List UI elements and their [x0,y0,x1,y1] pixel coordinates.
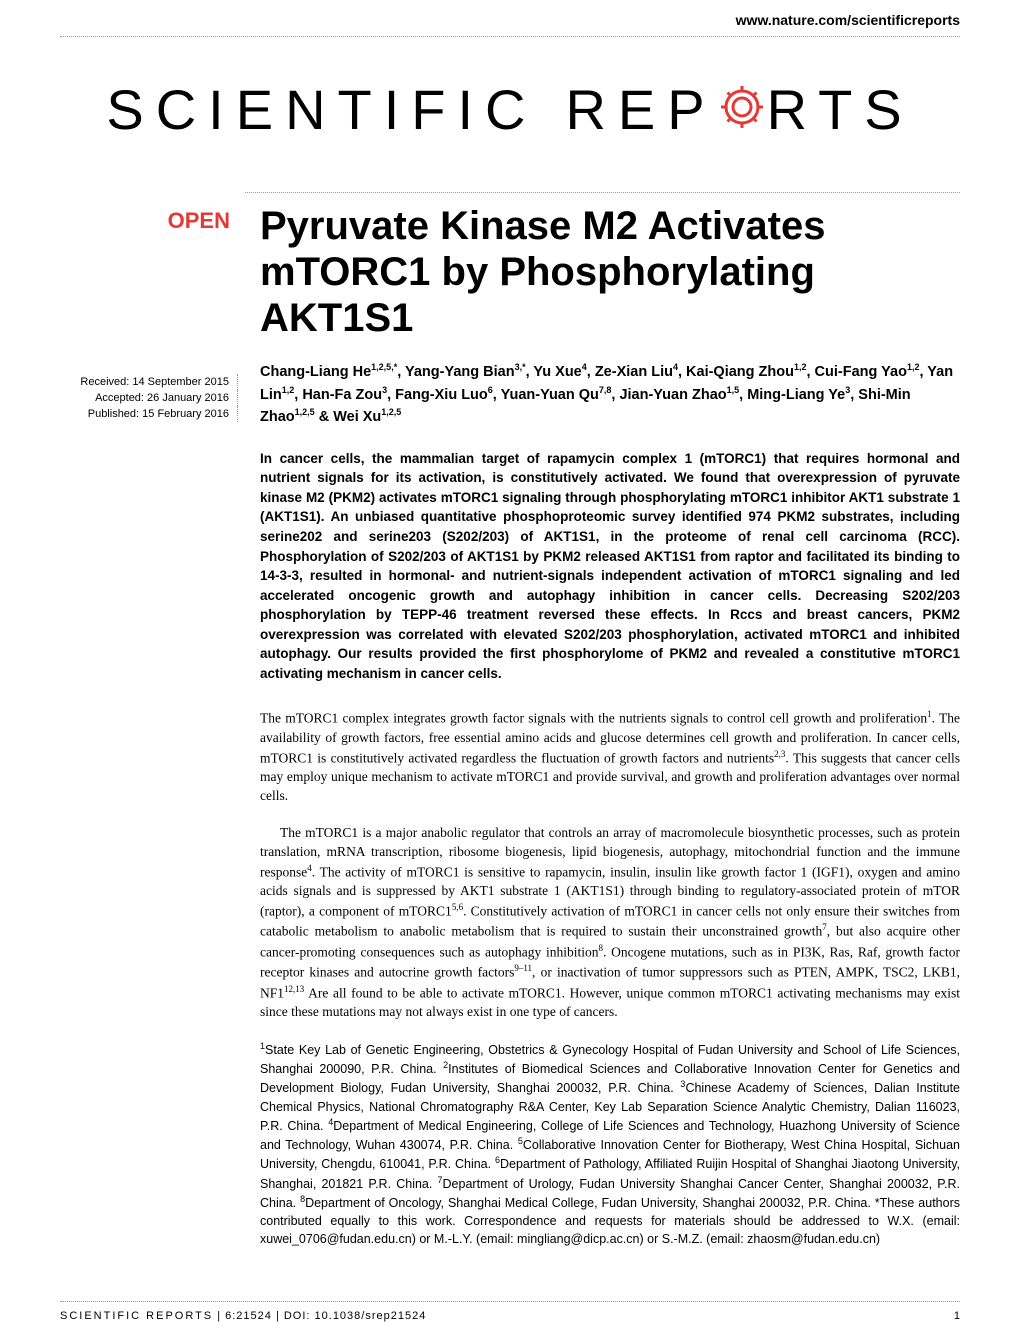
body-para-2: The mTORC1 is a major anabolic regulator… [260,824,960,1022]
date-received: Received: 14 September 2015 [60,374,238,390]
article-title: Pyruvate Kinase M2 Activates mTORC1 by P… [260,203,960,341]
page-number: 1 [954,1310,960,1322]
gear-icon [715,80,769,139]
footer-citation: SCIENTIFIC REPORTS | 6:21524 | DOI: 10.1… [60,1310,426,1322]
authors-list: Chang-Liang He1,2,5,*, Yang-Yang Bian3,*… [260,361,960,429]
logo-text-right-after: RTS [767,77,914,142]
date-accepted: Accepted: 26 January 2016 [60,390,238,406]
footer: SCIENTIFIC REPORTS | 6:21524 | DOI: 10.1… [60,1301,960,1322]
footer-rest: | 6:21524 | DOI: 10.1038/srep21524 [213,1310,426,1322]
date-published: Published: 15 February 2016 [60,406,238,422]
divider-top [60,36,960,37]
logo-text-right-before: REP [565,77,716,142]
affiliations: 1State Key Lab of Genetic Engineering, O… [260,1040,960,1249]
divider-mid [245,192,960,193]
body-para-1: The mTORC1 complex integrates growth fac… [260,708,960,805]
open-access-badge: OPEN [60,208,230,234]
journal-logo: SCIENTIFIC REP RTS [0,77,1020,142]
journal-url: www.nature.com/scientificreports [0,0,1020,36]
footer-brand: SCIENTIFIC REPORTS [60,1310,213,1322]
logo-text-left: SCIENTIFIC [106,77,537,142]
abstract: In cancer cells, the mammalian target of… [260,449,960,684]
main-content: Pyruvate Kinase M2 Activates mTORC1 by P… [245,203,960,1248]
sidebar: OPEN Received: 14 September 2015 Accepte… [60,203,245,1248]
